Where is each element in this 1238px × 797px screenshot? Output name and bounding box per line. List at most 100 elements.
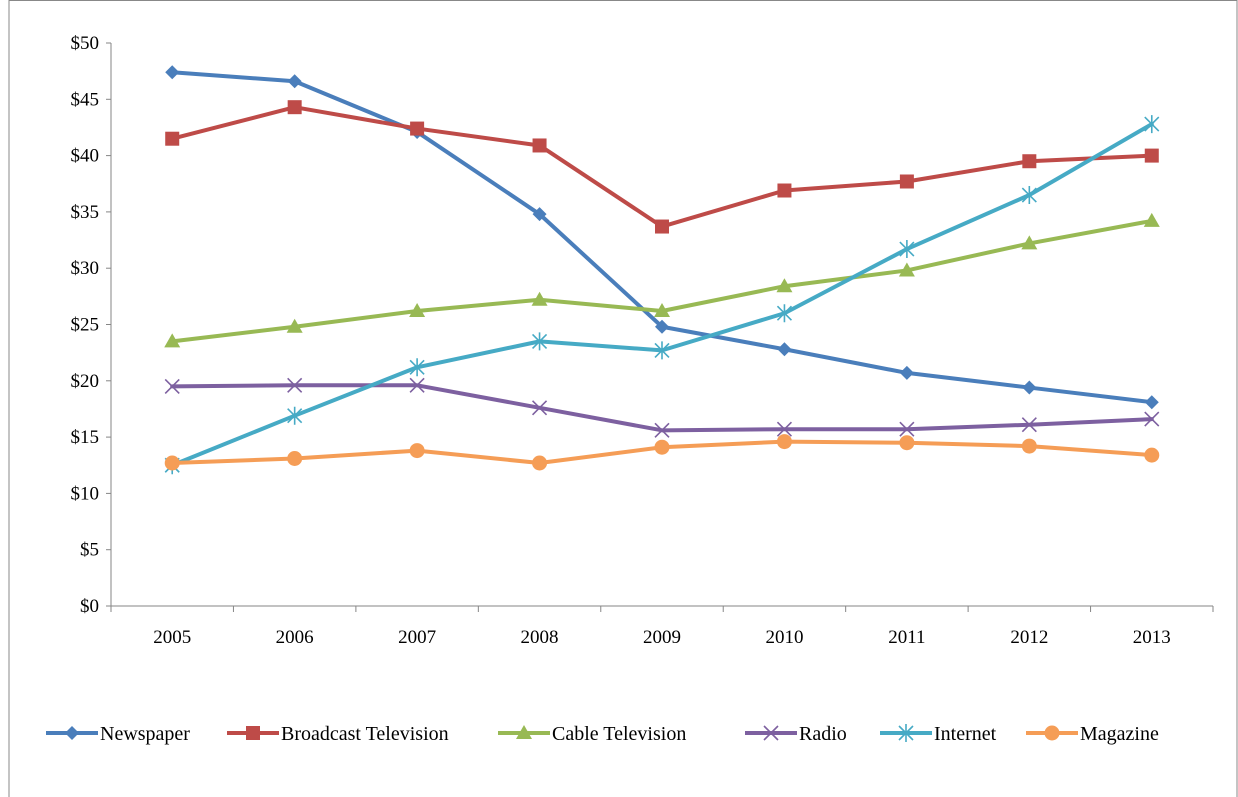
data-point-internet (899, 240, 915, 259)
series-cable-television (164, 212, 1160, 348)
legend-item-newspaper: Newspaper (46, 723, 190, 745)
data-point-radio (899, 421, 915, 437)
legend-marker-cable-television (516, 725, 532, 739)
legend-marker-internet (898, 724, 914, 742)
y-tick-label: $45 (71, 89, 100, 110)
data-point-magazine (164, 455, 180, 471)
legend-marker-magazine (1044, 725, 1060, 741)
data-point-magazine (776, 434, 792, 450)
data-point-newspaper (532, 207, 547, 222)
data-point-broadcast-television (287, 100, 302, 115)
data-point-internet (654, 341, 670, 360)
data-point-cable-television (776, 278, 793, 293)
x-tick-label: 2005 (153, 627, 191, 648)
data-point-magazine (654, 439, 670, 455)
data-point-magazine (409, 443, 425, 459)
y-tick-label: $15 (71, 427, 100, 448)
y-tick-label: $5 (80, 540, 99, 561)
data-point-cable-television (654, 302, 670, 317)
data-point-broadcast-television (532, 138, 547, 153)
data-point-internet (1144, 115, 1160, 134)
data-point-internet (531, 332, 548, 351)
legend-marker-radio (763, 725, 779, 741)
data-point-newspaper (899, 365, 914, 380)
legend-item-internet: Internet (880, 723, 997, 745)
y-tick-label: $40 (71, 146, 100, 167)
legend-label: Broadcast Television (281, 723, 449, 745)
series-broadcast-television (165, 100, 1159, 234)
data-point-broadcast-television (410, 121, 425, 136)
y-tick-label: $0 (80, 596, 99, 617)
data-point-cable-television (286, 318, 303, 333)
y-tick-label: $25 (71, 315, 100, 336)
x-tick-label: 2011 (888, 627, 925, 648)
legend: Newspaper Broadcast Television Cable Telev… (46, 723, 1159, 745)
y-tick-label: $10 (71, 483, 100, 504)
legend-label: Radio (799, 723, 847, 745)
data-point-radio (409, 377, 425, 393)
data-point-cable-television (1021, 235, 1038, 250)
data-point-magazine (532, 455, 548, 471)
data-point-broadcast-television (1144, 148, 1159, 163)
data-point-cable-television (409, 302, 426, 317)
series-internet (164, 115, 1160, 475)
data-point-internet (287, 406, 303, 425)
data-point-radio (1021, 417, 1037, 433)
data-point-radio (287, 377, 303, 393)
data-point-radio (776, 421, 793, 437)
series-layer (164, 65, 1160, 475)
x-tick-label: 2013 (1133, 627, 1171, 648)
data-point-magazine (899, 435, 915, 451)
data-point-cable-television (898, 262, 915, 277)
legend-item-cable-television: Cable Television (498, 723, 686, 745)
data-point-magazine (1144, 447, 1160, 463)
data-point-broadcast-television (655, 219, 669, 234)
data-point-broadcast-television (777, 183, 792, 198)
data-point-broadcast-television (899, 174, 914, 189)
data-point-radio (1144, 411, 1160, 427)
data-point-newspaper (287, 74, 302, 89)
data-point-cable-television (1143, 212, 1160, 227)
x-axis: 2005 2006 2007 2008 2009 2010 2011 2012 2013 (110, 605, 1214, 648)
x-tick-label: 2012 (1010, 627, 1048, 648)
legend-marker-newspaper (65, 726, 79, 740)
data-point-cable-television (164, 333, 181, 348)
legend-item-magazine: Magazine (1026, 723, 1159, 745)
legend-item-radio: Radio (745, 723, 847, 745)
data-point-internet (409, 358, 425, 377)
y-tick-label: $30 (71, 258, 100, 279)
series-line-internet (170, 122, 1154, 468)
series-magazine (164, 434, 1160, 471)
data-point-newspaper (1144, 395, 1159, 410)
legend-label: Cable Television (552, 723, 686, 745)
data-point-newspaper (777, 342, 792, 357)
data-point-newspaper (655, 319, 669, 334)
x-tick-label: 2007 (398, 627, 436, 648)
y-tick-label: $50 (71, 33, 100, 54)
data-point-broadcast-television (165, 131, 180, 146)
y-tick-label: $20 (71, 371, 100, 392)
x-tick-label: 2006 (276, 627, 314, 648)
y-axis: $0 $5 $10 $15 $20 $25 $30 $35 $40 $45 $50 (71, 33, 112, 617)
legend-label: Newspaper (100, 723, 190, 745)
data-point-newspaper (165, 65, 180, 80)
data-point-cable-television (531, 291, 548, 306)
x-tick-label: 2008 (521, 627, 559, 648)
legend-label: Magazine (1080, 723, 1159, 745)
data-point-magazine (1021, 438, 1037, 454)
y-tick-label: $35 (71, 202, 100, 223)
legend-item-broadcast-television: Broadcast Television (227, 723, 449, 745)
series-line-broadcast-television (170, 105, 1154, 229)
data-point-internet (776, 304, 793, 323)
x-tick-label: 2010 (765, 627, 803, 648)
x-tick-label: 2009 (643, 627, 681, 648)
legend-marker-broadcast-television (246, 726, 260, 740)
data-point-broadcast-television (1022, 154, 1037, 169)
series-radio (164, 377, 1160, 438)
data-point-radio (531, 400, 548, 416)
data-point-radio (654, 422, 670, 438)
data-point-newspaper (1022, 380, 1037, 395)
data-point-radio (164, 378, 180, 394)
legend-label: Internet (934, 723, 997, 745)
